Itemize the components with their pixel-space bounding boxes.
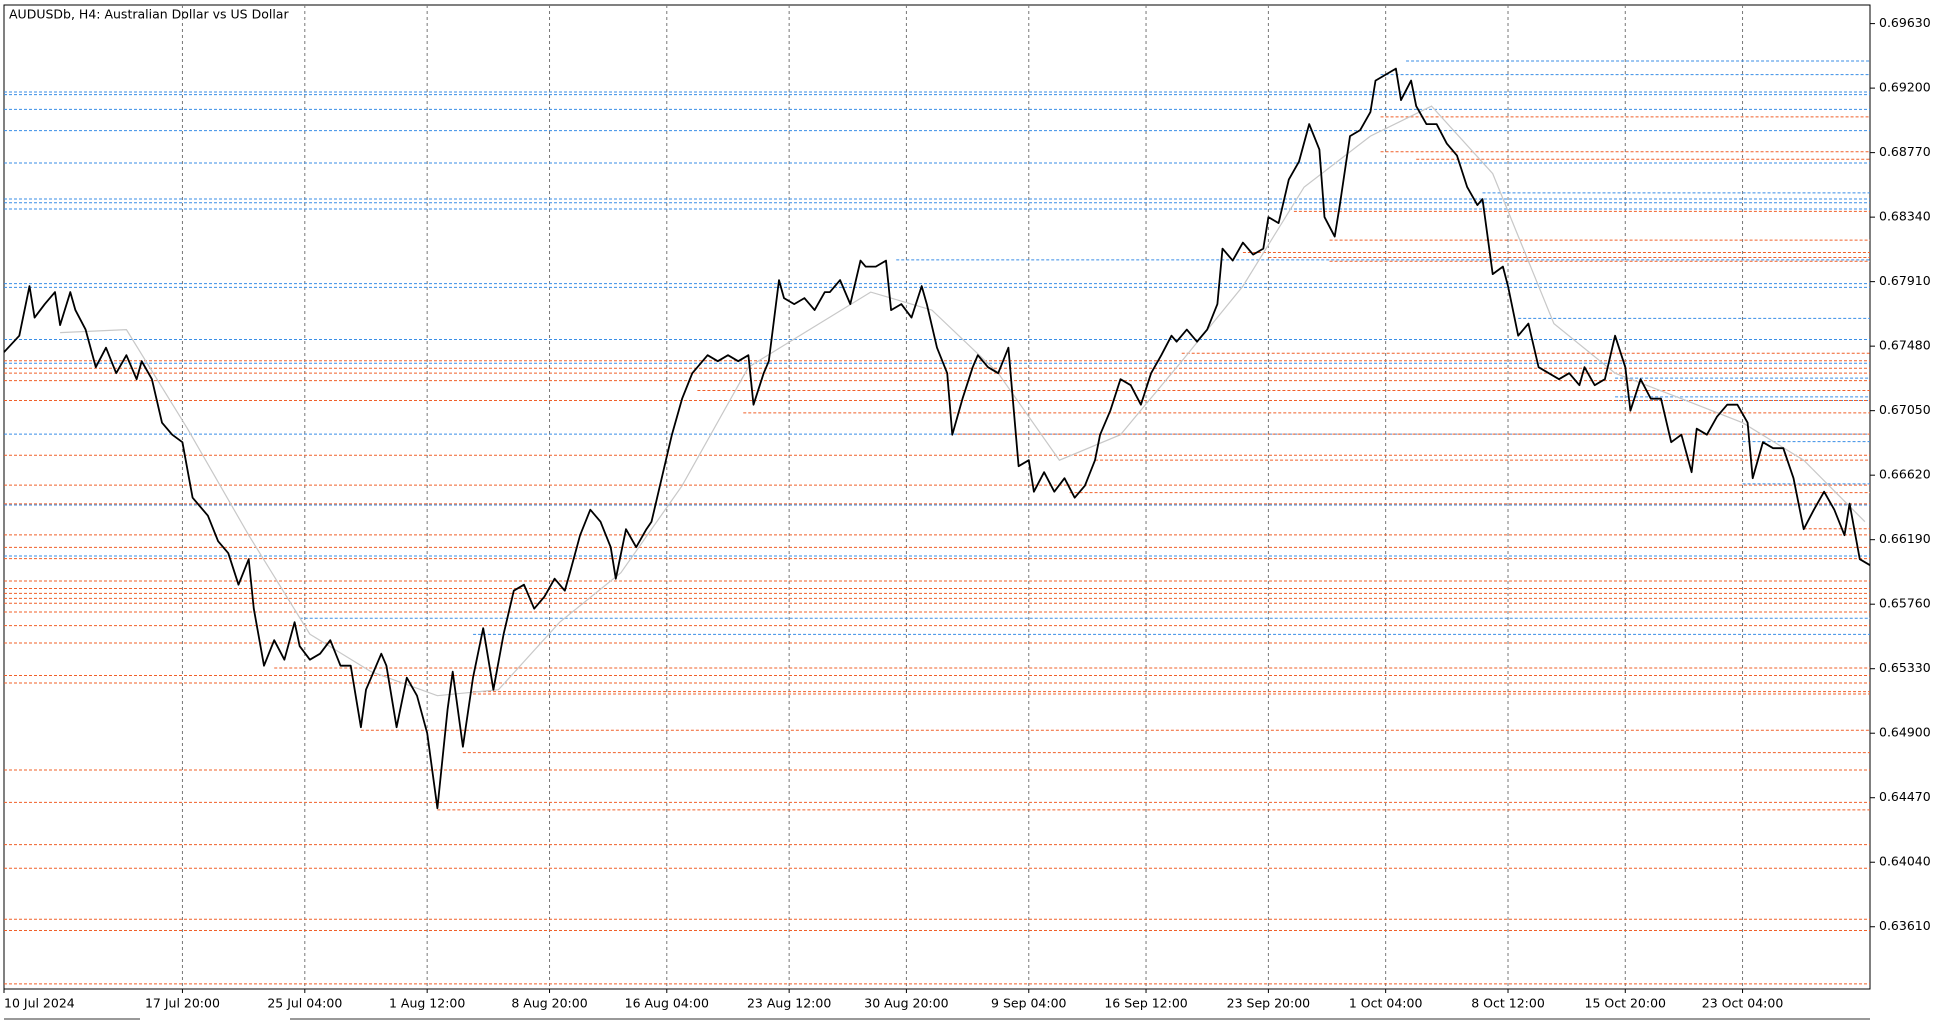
x-tick-label: 17 Jul 20:00	[145, 996, 220, 1011]
x-tick-label: 10 Jul 2024	[4, 996, 75, 1011]
x-tick-label: 25 Jul 04:00	[267, 996, 342, 1011]
y-tick-label: 0.64040	[1879, 854, 1931, 869]
y-tick-label: 0.67910	[1879, 273, 1931, 288]
x-tick-label: 9 Sep 04:00	[991, 996, 1067, 1011]
y-tick-label: 0.68770	[1879, 144, 1931, 159]
y-tick-label: 0.67480	[1879, 338, 1931, 353]
x-tick-label: 1 Aug 12:00	[389, 996, 465, 1011]
y-tick-label: 0.63610	[1879, 918, 1931, 933]
plot-frame	[3, 4, 1871, 990]
y-tick-label: 0.65330	[1879, 660, 1931, 675]
y-tick-label: 0.68340	[1879, 209, 1931, 224]
x-tick-label: 23 Sep 20:00	[1227, 996, 1310, 1011]
price-line	[3, 67, 1871, 810]
y-tick-label: 0.65760	[1879, 596, 1931, 611]
y-tick-label: 0.66190	[1879, 531, 1931, 546]
x-tick-label: 16 Sep 12:00	[1104, 996, 1187, 1011]
y-tick-label: 0.64900	[1879, 725, 1931, 740]
x-tick-label: 1 Oct 04:00	[1349, 996, 1423, 1011]
x-tick-label: 16 Aug 04:00	[625, 996, 709, 1011]
x-tick-label: 23 Oct 04:00	[1702, 996, 1784, 1011]
x-tick-label: 30 Aug 20:00	[864, 996, 948, 1011]
y-tick-label: 0.67050	[1879, 402, 1931, 417]
y-tick-label: 0.69200	[1879, 80, 1931, 95]
x-tick-label: 15 Oct 20:00	[1585, 996, 1667, 1011]
moving-average-line	[60, 105, 1866, 697]
chart-title: AUDUSDb, H4: Australian Dollar vs US Dol…	[9, 7, 289, 22]
x-tick-label: 8 Oct 12:00	[1471, 996, 1545, 1011]
y-tick-label: 0.66620	[1879, 467, 1931, 482]
x-tick-label: 23 Aug 12:00	[747, 996, 831, 1011]
y-tick-label: 0.64470	[1879, 789, 1931, 804]
y-tick-label: 0.69630	[1879, 15, 1931, 30]
x-tick-label: 8 Aug 20:00	[511, 996, 587, 1011]
